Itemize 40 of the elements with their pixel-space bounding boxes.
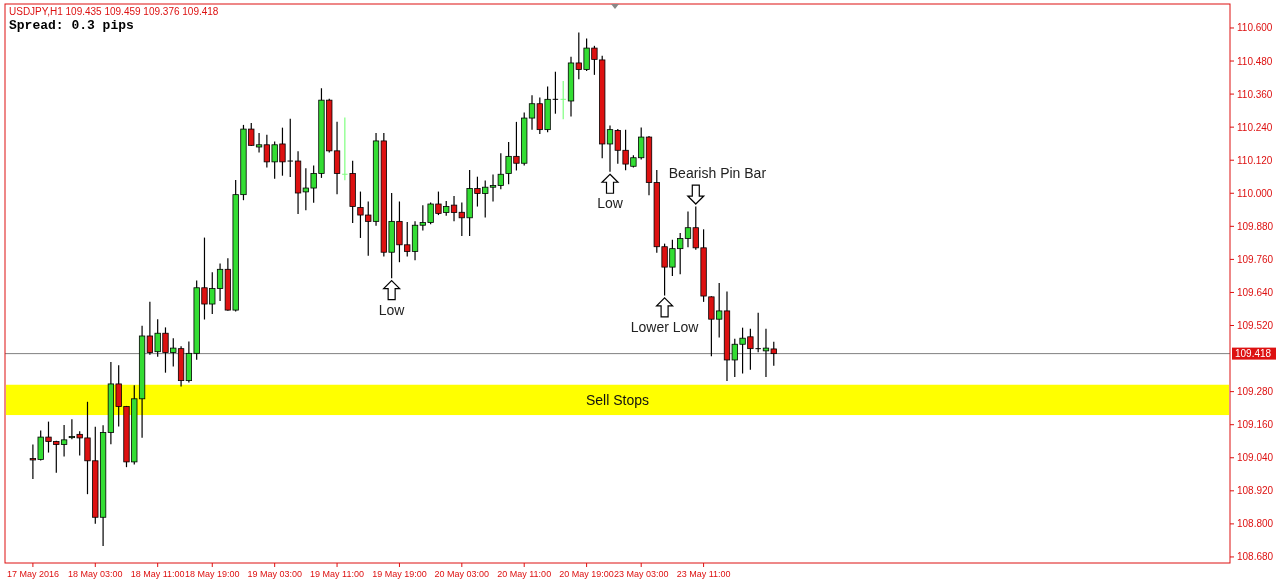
y-tick-label: 109.640 xyxy=(1237,286,1274,298)
annotation: Lower Low xyxy=(630,318,700,335)
x-tick-label: 18 May 19:00 xyxy=(185,569,240,579)
candlestick xyxy=(341,117,349,181)
y-tick-label: 109.280 xyxy=(1237,386,1274,398)
x-tick-label: 23 May 03:00 xyxy=(613,569,669,579)
y-tick-label: 110.000 xyxy=(1237,187,1273,199)
y-tick-label: 109.040 xyxy=(1237,452,1274,464)
annotation: Low xyxy=(378,301,406,318)
y-tick-label: 109.520 xyxy=(1237,320,1274,332)
annotation: Low xyxy=(597,195,624,212)
x-tick-label: 20 May 03:00 xyxy=(434,569,490,579)
y-tick-label: 110.360 xyxy=(1237,88,1273,100)
y-tick-label: 110.120 xyxy=(1237,154,1273,166)
x-tick-label: 19 May 11:00 xyxy=(310,569,364,579)
y-tick-label: 109.880 xyxy=(1237,220,1274,232)
x-tick-label: 18 May 03:00 xyxy=(68,569,123,579)
annotation: Bearish Pin Bar xyxy=(668,165,767,182)
ref-line-label: 109.418 xyxy=(1235,348,1272,360)
y-tick-label: 108.920 xyxy=(1237,485,1274,497)
y-tick-label: 108.800 xyxy=(1237,518,1274,530)
x-tick-label: 17 May 2016 xyxy=(6,569,59,579)
x-tick-label: 18 May 11:00 xyxy=(130,569,185,579)
y-tick-label: 110.240 xyxy=(1237,121,1273,133)
y-tick-label: 109.160 xyxy=(1237,419,1274,431)
x-tick-label: 20 May 11:00 xyxy=(497,569,552,579)
chart-title: USDJPY,H1 109.435 109.459 109.376 109.418 xyxy=(9,6,219,17)
x-tick-label: 19 May 19:00 xyxy=(372,569,427,579)
text: Spread: 0.3 pips xyxy=(9,18,135,33)
band-label: Sell Stops xyxy=(585,391,650,408)
x-tick-label: 23 May 11:00 xyxy=(676,569,731,579)
y-tick-label: 110.600 xyxy=(1237,22,1273,34)
candlestick xyxy=(559,81,567,120)
candlestick xyxy=(287,118,294,178)
candlestick xyxy=(552,71,559,114)
x-tick-label: 20 May 19:00 xyxy=(559,569,614,579)
y-tick-label: 110.480 xyxy=(1237,55,1273,67)
y-tick-label: 108.680 xyxy=(1237,551,1274,563)
y-tick-label: 109.760 xyxy=(1237,253,1274,265)
x-tick-label: 19 May 03:00 xyxy=(247,569,302,579)
